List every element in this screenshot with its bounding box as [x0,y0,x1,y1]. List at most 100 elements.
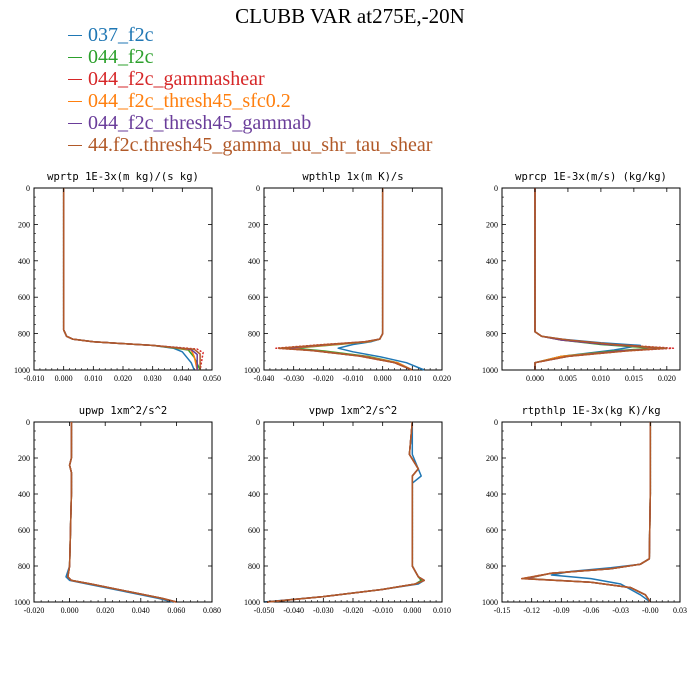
ytick-label-5-1: 200 [486,454,498,463]
series-line-4-3 [266,421,425,603]
ytick-label-1-4: 800 [248,330,260,339]
xtick-label-1-4: 0.000 [374,374,392,383]
legend-item-4: 044_f2c_thresh45_gammab [68,112,432,134]
xtick-label-2-0: 0.000 [526,374,544,383]
series-line-0-2 [62,188,204,371]
xtick-label-3-5: 0.080 [203,606,221,615]
xtick-label-2-4: 0.020 [658,374,676,383]
ytick-label-5-4: 800 [486,562,498,571]
xtick-label-0-5: 0.040 [173,374,191,383]
ytick-label-2-3: 600 [486,293,498,302]
xtick-label-1-5: 0.010 [403,374,421,383]
xtick-label-3-4: 0.060 [167,606,185,615]
ytick-label-2-0: 0 [494,184,498,193]
xtick-label-2-3: 0.015 [625,374,643,383]
legend-label-2: 044_f2c_gammashear [88,68,265,90]
xtick-label-1-3: -0.010 [343,374,364,383]
legend-swatch-3 [68,100,82,102]
series-line-3-5 [67,422,177,603]
ytick-label-4-1: 200 [248,454,260,463]
legend-label-5: 44.f2c.thresh45_gamma_uu_shr_tau_shear [88,134,433,156]
series-line-5-0 [550,422,652,603]
xtick-label-1-1: -0.030 [283,374,304,383]
panel-0: wprtp 1E-3x(m kg)/(s kg) -0.010 0.000 0.010… [14,171,221,383]
xtick-label-2-1: 0.005 [559,374,577,383]
panel-3: upwp 1xm^2/s^2 -0.020 0.000 0.020 0.040 0.060… [14,405,221,615]
ytick-label-5-2: 400 [486,490,498,499]
legend-item-1: 044_f2c [68,46,432,68]
series-line-1-5 [278,188,413,371]
ytick-label-3-4: 800 [18,562,30,571]
panel-title-5: rtpthlp 1E-3x(kg K)/kg [521,405,660,417]
ytick-label-5-0: 0 [494,418,498,427]
xtick-label-0-2: 0.010 [84,374,102,383]
panel-title-0: wprtp 1E-3x(m kg)/(s kg) [47,171,199,183]
ytick-label-5-3: 600 [486,526,498,535]
series-line-0-4 [62,188,198,370]
ytick-label-0-0: 0 [26,184,30,193]
panel-5: rtpthlp 1E-3x(kg K)/kg -0.15 -0.12 -0.09 -0.… [482,405,687,615]
ytick-label-0-4: 800 [18,330,30,339]
panel-title-2: wprcp 1E-3x(m/s) (kg/kg) [515,171,667,183]
ytick-label-2-2: 400 [486,257,498,266]
xtick-label-0-3: 0.020 [114,374,132,383]
panel-title-3: upwp 1xm^2/s^2 [79,405,168,417]
panel-4: vpwp 1xm^2/s^2 -0.050 -0.040 -0.030 -0.020 -0… [244,405,451,615]
panel-2: wprcp 1E-3x(m/s) (kg/kg) 0.000 0.005 0.010 0… [482,171,681,383]
legend-label-1: 044_f2c [88,46,154,68]
xtick-label-5-0: -0.15 [494,606,511,615]
ytick-label-2-4: 800 [486,330,498,339]
ytick-label-4-4: 800 [248,562,260,571]
ytick-label-1-0: 0 [256,184,260,193]
ytick-label-1-2: 400 [248,257,260,266]
legend-label-0: 037_f2c [88,24,154,46]
xtick-label-1-6: 0.020 [433,374,451,383]
ytick-label-5-5: 1000 [482,598,498,607]
series-line-3-1 [67,422,177,603]
ytick-label-1-5: 1000 [244,366,260,375]
series-line-0-1 [62,188,201,371]
ytick-label-3-0: 0 [26,418,30,427]
xtick-label-5-1: -0.12 [523,606,540,615]
ytick-label-0-1: 200 [18,220,30,229]
series-line-4-4 [266,421,425,603]
series-line-4-0 [263,422,425,603]
ytick-label-0-3: 600 [18,293,30,302]
legend-label-3: 044_f2c_thresh45_sfc0.2 [88,90,291,112]
legend-swatch-4 [68,122,82,124]
xtick-label-4-5: 0.000 [403,606,421,615]
xtick-label-3-1: 0.000 [61,606,79,615]
ytick-label-1-1: 200 [248,220,260,229]
xtick-label-2-2: 0.010 [592,374,610,383]
legend-item-3: 044_f2c_thresh45_sfc0.2 [68,90,432,112]
panel-frame-5 [501,421,681,603]
xtick-label-5-4: -0.03 [612,606,629,615]
panel-title-4: vpwp 1xm^2/s^2 [309,405,398,417]
legend: 037_f2c 044_f2c 044_f2c_gammashear 044_f… [68,24,432,156]
series-line-0-0 [62,188,195,371]
legend-swatch-0 [68,34,82,36]
ytick-label-4-0: 0 [256,418,260,427]
figure-title: CLUBB VAR at275E,-20N [235,4,465,28]
ytick-label-4-2: 400 [248,490,260,499]
legend-item-5: 44.f2c.thresh45_gamma_uu_shr_tau_shear [68,134,432,156]
ytick-label-2-5: 1000 [482,366,498,375]
series-line-4-1 [266,421,422,603]
panel-frame-0 [33,187,213,371]
legend-label-4: 044_f2c_thresh45_gammab [88,112,312,134]
legend-item-2: 044_f2c_gammashear [68,68,432,90]
xtick-label-1-2: -0.020 [313,374,334,383]
panel-1: wpthlp 1x(m K)/s -0.040 -0.030 -0.020 -0.010… [244,171,451,383]
xtick-label-4-2: -0.030 [313,606,334,615]
series-line-3-4 [67,422,177,603]
series-line-0-5 [62,188,201,370]
xtick-label-4-1: -0.040 [283,606,304,615]
xtick-label-4-0: -0.050 [254,606,275,615]
xtick-label-3-3: 0.040 [132,606,150,615]
xtick-label-3-2: 0.020 [96,606,114,615]
panel-frame-4 [263,421,443,603]
panel-title-1: wpthlp 1x(m K)/s [302,171,403,183]
series-line-3-3 [67,422,177,603]
ytick-label-0-5: 1000 [14,366,30,375]
